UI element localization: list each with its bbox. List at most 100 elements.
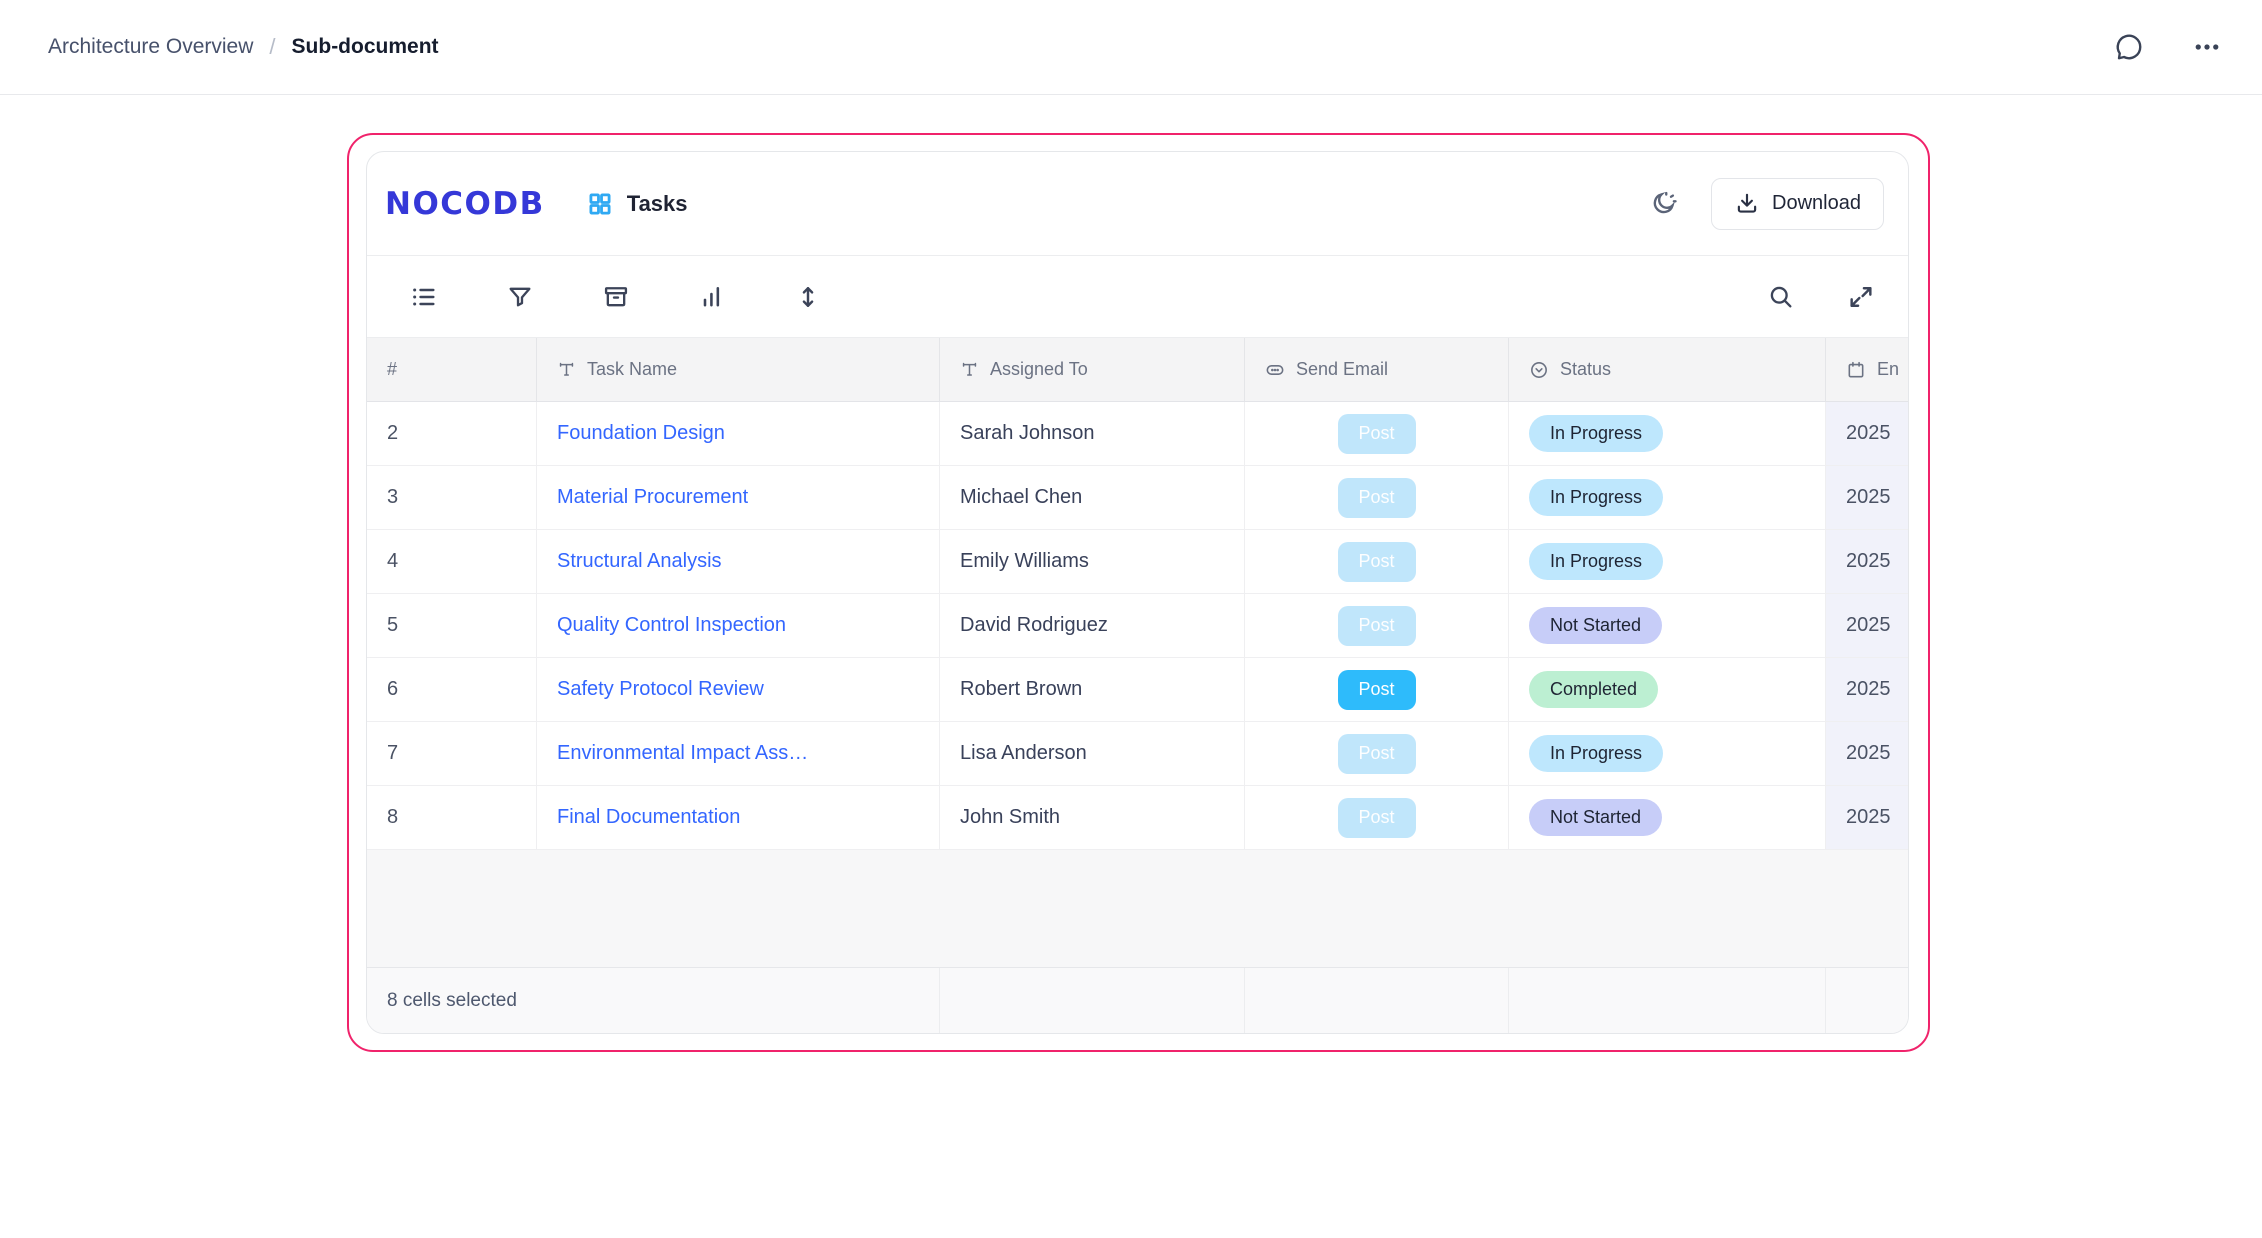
send-email-cell[interactable]: Post (1245, 722, 1509, 785)
task-name-cell[interactable]: Structural Analysis (537, 530, 940, 593)
list-view-icon[interactable] (407, 280, 441, 314)
send-email-cell[interactable]: Post (1245, 402, 1509, 465)
column-header-status[interactable]: Status (1509, 338, 1826, 401)
send-email-cell[interactable]: Post (1245, 786, 1509, 849)
task-name-link[interactable]: Structural Analysis (557, 550, 722, 572)
status-cell[interactable]: In Progress (1509, 722, 1826, 785)
task-name-cell[interactable]: Environmental Impact Ass… (537, 722, 940, 785)
assigned-to-text: Sarah Johnson (960, 422, 1095, 444)
task-name-link[interactable]: Final Documentation (557, 806, 741, 828)
task-name-link[interactable]: Environmental Impact Ass… (557, 742, 809, 764)
row-height-icon[interactable] (791, 280, 825, 314)
footer-cell (1509, 968, 1826, 1033)
download-icon (1734, 191, 1760, 217)
nocodb-embed-widget: NOCODB Tasks (366, 151, 1909, 1034)
end-date-cell[interactable]: 2025 (1826, 530, 1908, 593)
button-field-icon (1265, 360, 1285, 380)
column-header-assigned-to[interactable]: Assigned To (940, 338, 1245, 401)
column-label: Assigned To (990, 359, 1088, 379)
send-email-post-button[interactable]: Post (1337, 797, 1416, 838)
text-field-icon (960, 360, 979, 379)
end-date-cell[interactable]: 2025 (1826, 466, 1908, 529)
status-cell[interactable]: Not Started (1509, 786, 1826, 849)
send-email-post-button[interactable]: Post (1337, 669, 1416, 710)
status-cell[interactable]: Not Started (1509, 594, 1826, 657)
assigned-to-cell[interactable]: David Rodriguez (940, 594, 1245, 657)
assigned-to-text: Emily Williams (960, 550, 1089, 572)
send-email-post-button[interactable]: Post (1337, 413, 1416, 454)
send-email-cell[interactable]: Post (1245, 466, 1509, 529)
status-badge: In Progress (1529, 543, 1664, 580)
sort-bars-icon[interactable] (695, 280, 729, 314)
nocodb-logo[interactable]: NOCODB (385, 185, 545, 222)
task-name-link[interactable]: Safety Protocol Review (557, 678, 764, 700)
status-badge: In Progress (1529, 735, 1664, 772)
task-name-cell[interactable]: Quality Control Inspection (537, 594, 940, 657)
send-email-post-button[interactable]: Post (1337, 733, 1416, 774)
send-email-cell[interactable]: Post (1245, 594, 1509, 657)
column-header-end-date[interactable]: En (1826, 338, 1908, 401)
task-name-cell[interactable]: Safety Protocol Review (537, 658, 940, 721)
row-index-cell[interactable]: 3 (367, 466, 537, 529)
assigned-to-cell[interactable]: Lisa Anderson (940, 722, 1245, 785)
assigned-to-cell[interactable]: Emily Williams (940, 530, 1245, 593)
task-name-link[interactable]: Quality Control Inspection (557, 614, 787, 636)
end-date-cell[interactable]: 2025 (1826, 786, 1908, 849)
more-icon[interactable] (2190, 30, 2224, 64)
end-date-text: 2025 (1846, 422, 1891, 444)
moon-icon[interactable] (1647, 187, 1681, 221)
row-index-cell[interactable]: 5 (367, 594, 537, 657)
grid-icon (587, 191, 613, 217)
assigned-to-cell[interactable]: Sarah Johnson (940, 402, 1245, 465)
send-email-post-button[interactable]: Post (1337, 605, 1416, 646)
row-index-cell[interactable]: 7 (367, 722, 537, 785)
status-badge: Not Started (1529, 607, 1663, 644)
row-index-cell[interactable]: 6 (367, 658, 537, 721)
status-cell[interactable]: Completed (1509, 658, 1826, 721)
calendar-icon (1846, 360, 1866, 380)
end-date-cell[interactable]: 2025 (1826, 658, 1908, 721)
end-date-cell[interactable]: 2025 (1826, 594, 1908, 657)
assigned-to-cell[interactable]: Michael Chen (940, 466, 1245, 529)
assigned-to-cell[interactable]: Robert Brown (940, 658, 1245, 721)
end-date-cell[interactable]: 2025 (1826, 402, 1908, 465)
embed-selection-outline (347, 133, 1930, 1052)
send-email-post-button[interactable]: Post (1337, 477, 1416, 518)
task-name-link[interactable]: Material Procurement (557, 486, 749, 508)
assigned-to-text: Robert Brown (960, 678, 1083, 700)
row-index: 6 (387, 678, 399, 700)
task-name-link[interactable]: Foundation Design (557, 422, 725, 444)
column-header-task-name[interactable]: Task Name (537, 338, 940, 401)
breadcrumb-parent[interactable]: Architecture Overview (48, 35, 254, 58)
send-email-cell[interactable]: Post (1245, 658, 1509, 721)
task-name-cell[interactable]: Final Documentation (537, 786, 940, 849)
send-email-post-button[interactable]: Post (1337, 541, 1416, 582)
row-index-cell[interactable]: 2 (367, 402, 537, 465)
status-cell[interactable]: In Progress (1509, 466, 1826, 529)
filter-icon[interactable] (503, 280, 537, 314)
search-icon[interactable] (1764, 280, 1798, 314)
assigned-to-cell[interactable]: John Smith (940, 786, 1245, 849)
expand-icon[interactable] (1844, 280, 1878, 314)
column-header-index[interactable]: # (367, 338, 537, 401)
send-email-cell[interactable]: Post (1245, 530, 1509, 593)
row-index-cell[interactable]: 8 (367, 786, 537, 849)
task-name-cell[interactable]: Material Procurement (537, 466, 940, 529)
task-name-cell[interactable]: Foundation Design (537, 402, 940, 465)
table-empty-area (367, 850, 1908, 967)
column-label: Status (1560, 359, 1612, 379)
column-header-send-email[interactable]: Send Email (1245, 338, 1509, 401)
end-date-cell[interactable]: 2025 (1826, 722, 1908, 785)
table-row: 8 Final Documentation John Smith Post No… (367, 786, 1908, 850)
selection-text: 8 cells selected (387, 989, 517, 1011)
status-cell[interactable]: In Progress (1509, 530, 1826, 593)
download-button[interactable]: Download (1711, 177, 1884, 230)
row-index-cell[interactable]: 4 (367, 530, 537, 593)
comment-icon[interactable] (2112, 30, 2146, 64)
status-badge: Completed (1529, 671, 1659, 708)
archive-icon[interactable] (599, 280, 633, 314)
end-date-text: 2025 (1846, 550, 1891, 572)
status-cell[interactable]: In Progress (1509, 402, 1826, 465)
table-row: 7 Environmental Impact Ass… Lisa Anderso… (367, 722, 1908, 786)
assigned-to-text: Michael Chen (960, 486, 1083, 508)
